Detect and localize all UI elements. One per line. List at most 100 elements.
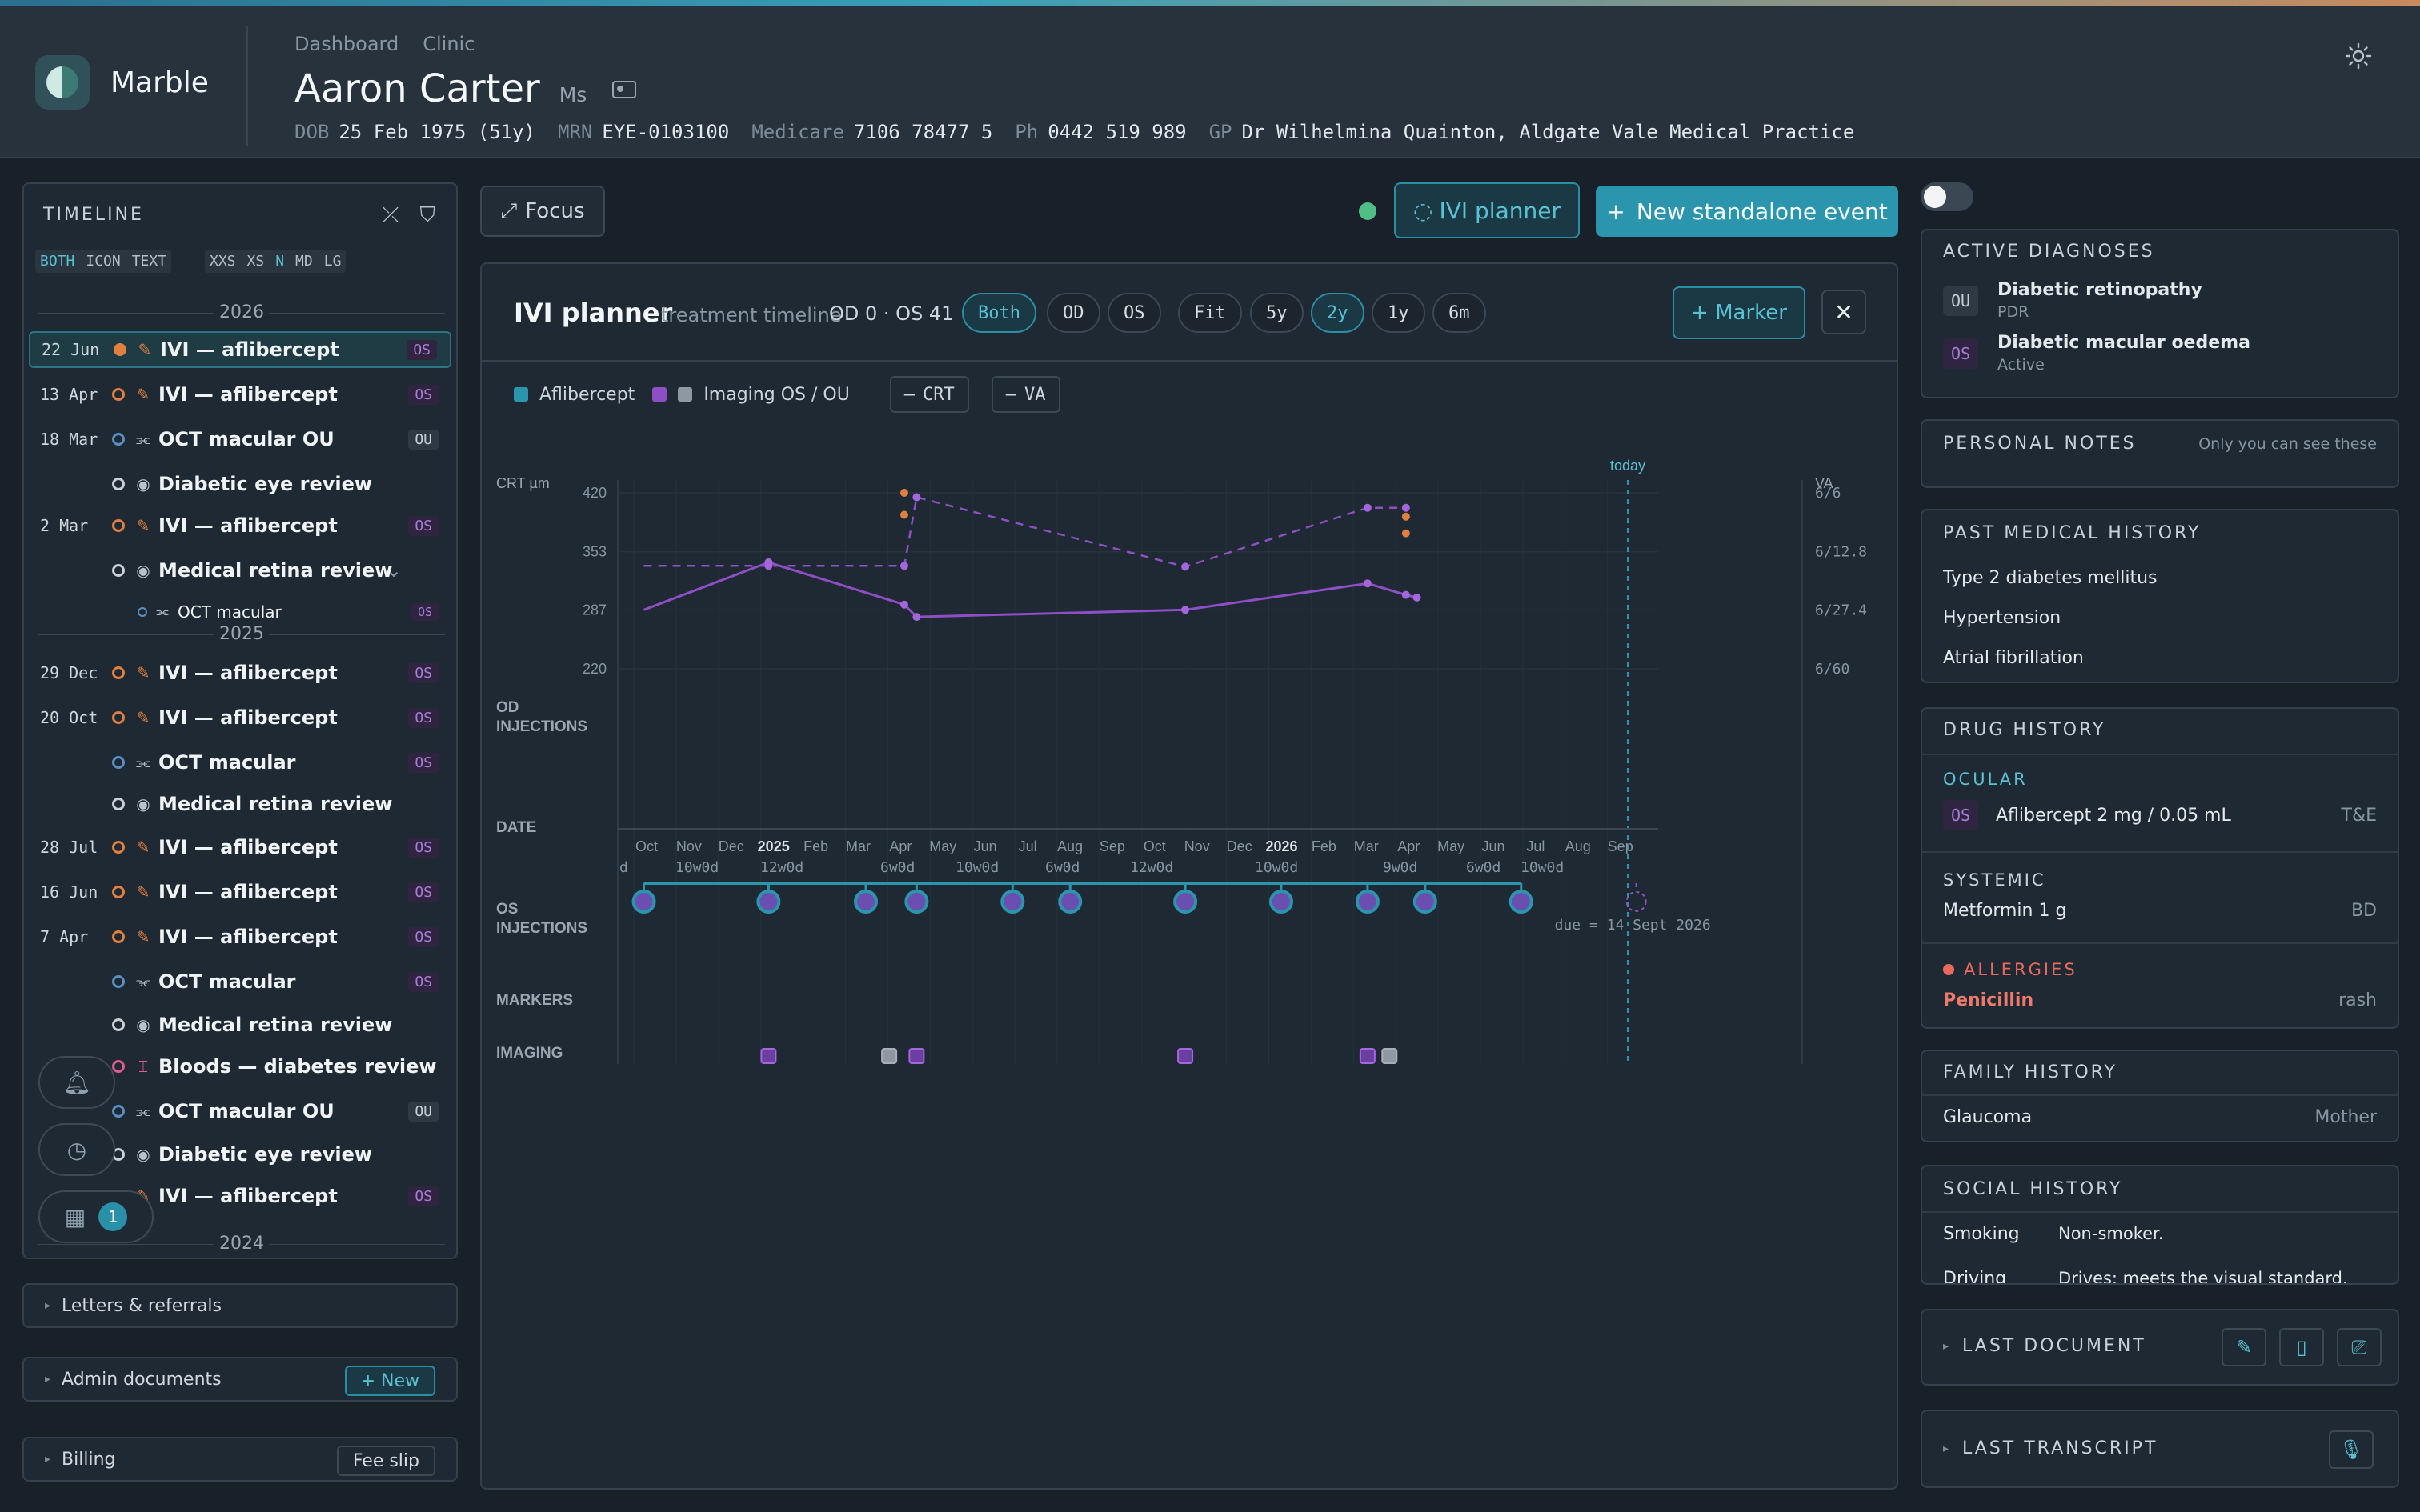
notifications-button[interactable]: 🔔︎ <box>38 1056 115 1109</box>
os-injection-marker[interactable] <box>631 890 656 914</box>
va-toggle[interactable]: – VA <box>991 376 1060 413</box>
timeline-event[interactable]: 28 Jul ✎ IVI — aflibercept OS <box>29 829 451 866</box>
fee-slip-button[interactable]: Fee slip <box>336 1446 435 1476</box>
timeline-event[interactable]: ◉ Medical retina review ⌄ <box>29 552 451 589</box>
imaging-marker[interactable] <box>1359 1048 1376 1064</box>
timeline-event[interactable]: 13 Apr ✎ IVI — aflibercept OS <box>29 376 451 413</box>
ivi-planner-button[interactable]: ◌ IVI planner <box>1394 182 1580 238</box>
range-2y-pill[interactable]: 2y <box>1311 293 1364 333</box>
timeline-event[interactable]: 20 Oct ✎ IVI — aflibercept OS <box>29 699 451 736</box>
os-injection-marker[interactable] <box>756 890 781 914</box>
allergy-item[interactable]: Penicillin rash <box>1943 990 2377 1010</box>
os-injection-marker[interactable] <box>904 890 929 914</box>
letters-referrals-section[interactable]: ▸ Letters & referrals <box>22 1283 458 1328</box>
new-admin-doc-button[interactable]: + New <box>344 1366 435 1396</box>
timeline-event[interactable]: 2 Mar ✎ IVI — aflibercept OS <box>29 507 451 544</box>
chevron-down-icon[interactable]: ⌄ <box>386 559 403 582</box>
mode-text[interactable]: TEXT <box>131 253 167 270</box>
last-transcript-panel[interactable]: ▸ LAST TRANSCRIPT 🎙︎ <box>1921 1410 2399 1488</box>
size-lg[interactable]: LG <box>323 253 342 270</box>
pmh-item[interactable]: Atrial fibrillation <box>1943 648 2084 668</box>
timeline-event[interactable]: ⫘ OCT macular OS <box>29 744 451 781</box>
size-xs[interactable]: XS <box>246 253 265 270</box>
eye-od-pill[interactable]: OD <box>1047 293 1100 333</box>
imaging-marker[interactable] <box>760 1048 777 1064</box>
mode-both[interactable]: BOTH <box>40 253 75 270</box>
imaging-marker[interactable] <box>1177 1048 1194 1064</box>
diagnosis-item[interactable]: OU Diabetic retinopathy PDR <box>1943 280 2377 321</box>
os-injection-marker[interactable] <box>1000 890 1025 914</box>
admin-documents-section[interactable]: ▸ Admin documents + New <box>22 1357 458 1402</box>
upload-screen-icon[interactable]: ⎚ <box>2337 1328 2382 1366</box>
billing-section[interactable]: ▸ Billing Fee slip <box>22 1437 458 1482</box>
timeline-event[interactable]: ⌶ Bloods — diabetes review <box>29 1048 451 1085</box>
timeline-event[interactable]: ◉ Medical retina review <box>29 786 451 822</box>
size-md[interactable]: MD <box>295 253 313 270</box>
id-card-icon[interactable] <box>612 81 637 98</box>
size-xxs[interactable]: XXS <box>210 253 236 270</box>
diagnosis-item[interactable]: OS Diabetic macular oedema Active <box>1943 333 2377 374</box>
timeline-event[interactable]: ⫘ OCT macular OS <box>29 594 451 630</box>
family-history-item[interactable]: Glaucoma Mother <box>1943 1107 2377 1127</box>
personal-notes-panel[interactable]: PERSONAL NOTES Only you can see these <box>1921 419 2399 488</box>
os-injection-marker[interactable] <box>1173 890 1198 914</box>
eye-icon: ◉ <box>136 1015 150 1034</box>
os-injection-marker[interactable] <box>1508 890 1533 914</box>
range-1y-pill[interactable]: 1y <box>1372 293 1425 333</box>
calendar-button[interactable]: ▦ 1 <box>38 1190 154 1243</box>
edit-pencil-icon[interactable]: ✎ <box>2222 1328 2266 1366</box>
timeline-event[interactable]: 29 Dec ✎ IVI — aflibercept OS <box>29 654 451 691</box>
timeline-event[interactable]: ◉ Medical retina review <box>29 1006 451 1043</box>
size-n[interactable]: N <box>275 253 285 270</box>
breadcrumb-dashboard[interactable]: Dashboard <box>294 33 399 55</box>
mode-icon[interactable]: ICON <box>86 253 121 270</box>
eye-os-pill[interactable]: OS <box>1108 293 1161 333</box>
close-icon[interactable]: ✕ <box>1821 290 1866 334</box>
history-button[interactable]: ◷ <box>38 1123 115 1176</box>
eye-both-pill[interactable]: Both <box>962 293 1036 333</box>
timeline-event[interactable]: 22 Jun ✎ IVI — aflibercept OS <box>29 331 451 368</box>
theme-sun-icon[interactable] <box>2345 42 2372 70</box>
imaging-marker[interactable] <box>881 1048 898 1064</box>
pmh-item[interactable]: Type 2 diabetes mellitus <box>1943 568 2158 588</box>
timeline-event[interactable]: ⫘ OCT macular OS <box>29 963 451 1000</box>
imaging-marker[interactable] <box>908 1048 925 1064</box>
timeline-event[interactable]: ⫘ OCT macular OU OU <box>29 1093 451 1130</box>
os-injection-marker[interactable] <box>1355 890 1380 914</box>
crt-toggle[interactable]: – CRT <box>889 376 969 413</box>
timeline-event[interactable]: 16 Jun ✎ IVI — aflibercept OS <box>29 874 451 910</box>
filter-icon[interactable]: ⛉ <box>419 203 435 227</box>
ocular-drug[interactable]: OS Aflibercept 2 mg / 0.05 mL T&E <box>1943 800 2377 830</box>
timeline-event[interactable]: 7 Apr ✎ IVI — aflibercept OS <box>29 918 451 955</box>
pmh-item[interactable]: Hypertension <box>1943 608 2061 628</box>
social-item[interactable]: Driving Drives; meets the visual standar… <box>1943 1269 2377 1283</box>
x-tick-label: Nov <box>1184 838 1210 854</box>
systemic-drug[interactable]: Metformin 1 g BD <box>1943 901 2377 921</box>
imaging-marker[interactable] <box>1381 1048 1398 1064</box>
legend-imaging[interactable]: Imaging OS / OU <box>703 384 850 405</box>
os-injection-marker[interactable] <box>1268 890 1293 914</box>
legend-aflibercept[interactable]: Aflibercept <box>539 384 635 405</box>
panel-toggle[interactable] <box>1921 182 1973 211</box>
last-document-panel[interactable]: ▸ LAST DOCUMENT ✎ ▯ ⎚ <box>1921 1309 2399 1386</box>
timeline-event[interactable]: 18 Mar ⫘ OCT macular OU OU <box>29 421 451 458</box>
new-standalone-event-button[interactable]: + New standalone event <box>1596 186 1898 237</box>
timeline-event[interactable]: ◉ Diabetic eye review <box>29 1136 451 1173</box>
microphone-icon[interactable]: 🎙︎ <box>2329 1430 2374 1469</box>
collapse-icon[interactable]: ⤫ <box>382 203 399 227</box>
ivi-chart[interactable]: CRT µm 420 353 287 220 VA6/6 6/12.8 6/27.4 6/60 t… <box>482 424 1898 1064</box>
os-injection-marker[interactable] <box>854 890 879 914</box>
range-6m-pill[interactable]: 6m <box>1432 293 1486 333</box>
os-injection-marker[interactable] <box>1058 890 1083 914</box>
breadcrumb-clinic[interactable]: Clinic <box>423 33 475 55</box>
social-item[interactable]: Smoking Non-smoker. <box>1943 1224 2377 1244</box>
range-fit-pill[interactable]: Fit <box>1178 293 1242 333</box>
brand[interactable]: Marble <box>35 55 209 110</box>
planned-injection-marker[interactable] <box>1625 891 1647 912</box>
range-5y-pill[interactable]: 5y <box>1250 293 1304 333</box>
timeline-event[interactable]: ◉ Diabetic eye review <box>29 466 451 502</box>
focus-button[interactable]: ⤢ Focus <box>480 186 605 237</box>
add-marker-button[interactable]: + Marker <box>1673 286 1805 339</box>
os-injection-marker[interactable] <box>1412 890 1437 914</box>
upload-phone-icon[interactable]: ▯ <box>2279 1328 2324 1366</box>
